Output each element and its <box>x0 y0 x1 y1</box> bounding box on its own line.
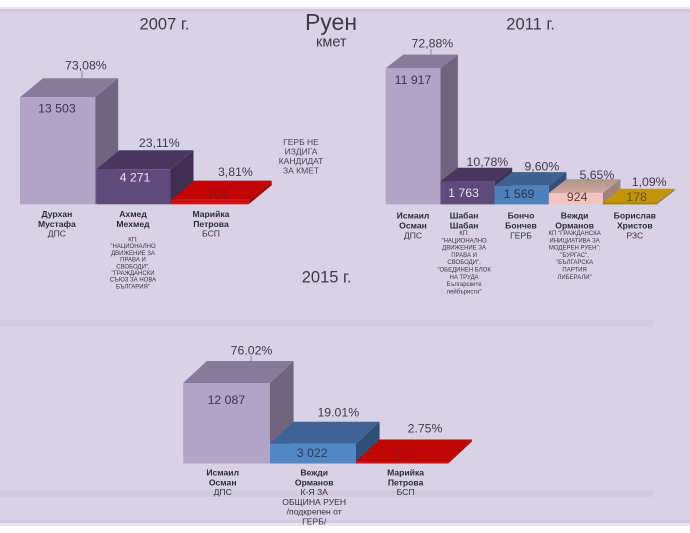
svg-text:Бончев: Бончев <box>505 220 537 230</box>
svg-text:Орманов: Орманов <box>295 477 334 487</box>
svg-text:1 569: 1 569 <box>504 187 535 201</box>
svg-text:/подкрепен от: /подкрепен от <box>287 507 342 517</box>
svg-text:лейбъристи": лейбъристи" <box>447 288 482 295</box>
svg-text:"БУРГАС",: "БУРГАС", <box>560 253 589 259</box>
svg-text:Ахмед: Ахмед <box>119 209 147 219</box>
svg-text:ИНИЦИАТИВА ЗА: ИНИЦИАТИВА ЗА <box>549 238 599 244</box>
svg-text:Българските: Българските <box>447 282 483 288</box>
svg-text:ДПС: ДПС <box>48 229 66 239</box>
svg-text:Шабан: Шабан <box>450 220 479 230</box>
svg-text:"НАЦИОНАЛНО: "НАЦИОНАЛНО <box>110 244 156 250</box>
svg-text:Вежди: Вежди <box>561 211 589 221</box>
svg-text:Исмаил: Исмаил <box>397 211 430 221</box>
svg-text:73,08%: 73,08% <box>65 59 107 73</box>
svg-text:"НАЦИОНАЛНО: "НАЦИОНАЛНО <box>441 238 487 244</box>
svg-text:"ГРАЖДАНСКИ: "ГРАЖДАНСКИ <box>111 271 154 277</box>
svg-text:ДПС: ДПС <box>404 230 422 240</box>
svg-text:ДВИЖЕНИЕ ЗА: ДВИЖЕНИЕ ЗА <box>442 246 486 252</box>
svg-text:11 917: 11 917 <box>395 73 432 87</box>
svg-text:9,60%: 9,60% <box>524 159 559 173</box>
svg-text:Мустафа: Мустафа <box>38 219 76 229</box>
svg-text:СВОБОДИ",: СВОБОДИ", <box>116 264 150 270</box>
svg-text:10,78%: 10,78% <box>467 155 509 169</box>
svg-text:кмет: кмет <box>316 35 347 51</box>
svg-text:2011 г.: 2011 г. <box>506 16 555 34</box>
svg-text:1,09%: 1,09% <box>632 175 667 189</box>
svg-text:23,11%: 23,11% <box>139 136 180 150</box>
svg-text:БЪЛГАРИЯ": БЪЛГАРИЯ" <box>116 284 150 290</box>
svg-text:Борислав: Борислав <box>614 211 656 221</box>
svg-text:72,88%: 72,88% <box>412 37 454 51</box>
svg-text:5,65%: 5,65% <box>579 168 614 182</box>
svg-text:1 763: 1 763 <box>448 186 479 200</box>
svg-text:Орманов: Орманов <box>555 220 594 230</box>
svg-text:СВОБОДИ",: СВОБОДИ", <box>447 260 481 266</box>
svg-text:ЗА КМЕТ: ЗА КМЕТ <box>283 166 319 176</box>
svg-text:БСП: БСП <box>202 229 220 239</box>
svg-text:178: 178 <box>626 190 647 204</box>
svg-text:Исмаил: Исмаил <box>206 468 239 478</box>
svg-text:ЛИБЕРАЛИ": ЛИБЕРАЛИ" <box>557 275 591 281</box>
svg-text:СЪЮЗ ЗА НОВА: СЪЮЗ ЗА НОВА <box>110 278 156 284</box>
svg-text:КАНДИДАТ: КАНДИДАТ <box>279 156 324 166</box>
svg-text:2015 г.: 2015 г. <box>302 269 352 287</box>
svg-text:ГЕРБ/: ГЕРБ/ <box>302 517 327 527</box>
svg-text:К-Я ЗА: К-Я ЗА <box>301 487 329 497</box>
svg-text:МОДЕРЕН РУЕН":: МОДЕРЕН РУЕН": <box>549 246 601 252</box>
svg-text:13 503: 13 503 <box>38 102 76 116</box>
svg-text:2007 г.: 2007 г. <box>140 16 190 34</box>
svg-text:"БЪЛГАРСКА: "БЪЛГАРСКА <box>556 260 593 266</box>
svg-text:Бончо: Бончо <box>508 211 535 221</box>
svg-text:ДПС: ДПС <box>214 487 232 497</box>
svg-text:ПАРТИЯ: ПАРТИЯ <box>562 268 586 274</box>
svg-text:КП:: КП: <box>128 238 138 244</box>
svg-text:Руен: Руен <box>305 9 357 35</box>
svg-text:924: 924 <box>567 190 588 204</box>
svg-text:704: 704 <box>207 188 228 202</box>
svg-text:19.01%: 19.01% <box>317 406 359 420</box>
svg-text:Мехмед: Мехмед <box>116 219 150 229</box>
svg-text:437: 437 <box>395 448 416 462</box>
svg-text:ПРАВА И: ПРАВА И <box>120 258 146 264</box>
svg-text:ОБЩИНА РУЕН: ОБЩИНА РУЕН <box>282 497 346 507</box>
svg-text:3,81%: 3,81% <box>218 165 253 179</box>
svg-text:Петрова: Петрова <box>388 477 424 487</box>
svg-text:Вежди: Вежди <box>300 468 328 478</box>
svg-text:2.75%: 2.75% <box>408 422 443 436</box>
svg-text:Дурхан: Дурхан <box>42 209 73 219</box>
svg-text:РЗС: РЗС <box>626 230 643 240</box>
svg-text:Осман: Осман <box>209 477 237 487</box>
svg-text:12 087: 12 087 <box>208 393 246 407</box>
svg-text:Шабан: Шабан <box>450 211 479 221</box>
svg-text:КП "ГРАЖДАНСКА: КП "ГРАЖДАНСКА <box>548 231 600 237</box>
svg-text:3 022: 3 022 <box>297 446 328 460</box>
svg-text:Марийка: Марийка <box>387 468 424 478</box>
svg-text:Марийка: Марийка <box>193 209 230 219</box>
svg-text:КП:: КП: <box>459 231 469 237</box>
svg-text:Христов: Христов <box>617 220 653 230</box>
svg-text:ГЕРБ НЕ: ГЕРБ НЕ <box>283 137 319 147</box>
svg-text:ИЗДИГА: ИЗДИГА <box>285 146 318 156</box>
svg-text:ПРАВА И: ПРАВА И <box>451 253 477 259</box>
svg-text:ДВИЖЕНИЕ ЗА: ДВИЖЕНИЕ ЗА <box>111 251 155 257</box>
svg-text:76.02%: 76.02% <box>231 344 273 358</box>
svg-text:БСП: БСП <box>397 487 415 497</box>
svg-text:ГЕРБ: ГЕРБ <box>510 230 532 240</box>
svg-text:4 271: 4 271 <box>120 171 151 185</box>
svg-text:"ОБЕДИНЕН БЛОК: "ОБЕДИНЕН БЛОК <box>437 268 491 274</box>
svg-text:Осман: Осман <box>399 220 427 230</box>
svg-text:Петрова: Петрова <box>193 219 229 229</box>
svg-text:НА ТРУДА: НА ТРУДА <box>450 275 479 281</box>
